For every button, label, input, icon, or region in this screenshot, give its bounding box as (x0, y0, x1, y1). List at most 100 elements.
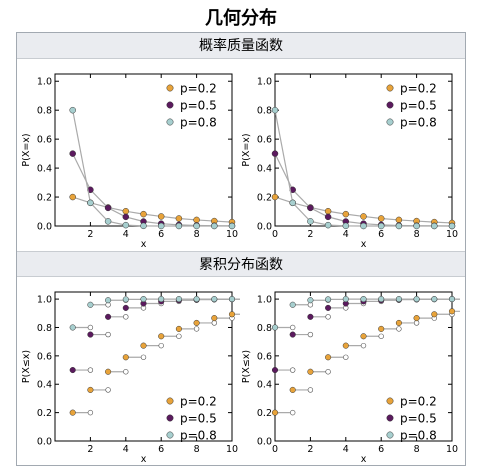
x-tick-label: 8 (414, 229, 420, 240)
y-tick-label: 0.2 (257, 408, 272, 419)
x-tick-label: 0 (272, 229, 278, 240)
data-point (271, 150, 279, 157)
open-endpoint (87, 367, 94, 373)
y-tick-label: 0.4 (257, 380, 272, 391)
data-point (307, 313, 314, 320)
legend-label: p=0.8 (400, 429, 437, 443)
y-tick-label: 1.0 (37, 77, 52, 88)
open-endpoint (289, 367, 296, 373)
x-tick-label: 4 (123, 229, 129, 240)
data-point (122, 207, 130, 215)
plot-area: 0.00.20.40.60.81.00 2 4 6 8 10xP(X≤x)p=0.2p=0… (242, 291, 460, 465)
series-p=0.8 (69, 106, 236, 230)
data-point (228, 311, 236, 318)
data-point (448, 308, 456, 315)
open-endpoint (176, 333, 182, 339)
data-point (413, 222, 420, 230)
y-tick-label: 0.8 (257, 323, 272, 334)
legend-label: p=0.2 (180, 395, 217, 409)
data-point (342, 222, 350, 230)
x-tick-label: 4 (343, 229, 349, 240)
data-point (307, 368, 314, 375)
data-point (395, 296, 402, 303)
y-axis-label: P(X=x) (242, 133, 252, 166)
y-tick-label: 0.6 (37, 135, 52, 146)
series-line (72, 110, 232, 227)
series-p=0.5 (69, 296, 240, 374)
series-p=0.2 (271, 308, 460, 416)
data-point (228, 222, 236, 230)
legend: p=0.2 p=0.5 p=0.8 (166, 395, 217, 443)
open-endpoint (289, 409, 296, 416)
data-point (360, 333, 367, 340)
data-point (271, 193, 279, 201)
legend-label: p=0.5 (400, 99, 437, 113)
legend-marker (166, 431, 174, 439)
legend-marker (386, 118, 394, 126)
pmf-chart-right: 0.00.20.40.60.81.00 2 4 6 8 10xP(X=x)p=0.2p=0… (242, 73, 458, 250)
data-point (289, 331, 296, 338)
legend-marker (386, 84, 394, 92)
data-point (175, 325, 182, 332)
y-tick-label: 0.4 (37, 380, 52, 391)
data-point (360, 213, 367, 220)
data-point (342, 210, 350, 218)
y-axis-label: P(X≤x) (242, 350, 252, 383)
legend: p=0.2 p=0.5 p=0.8 (386, 395, 437, 443)
legend-label: p=0.8 (400, 116, 437, 130)
data-point (325, 304, 332, 311)
data-point (378, 296, 385, 303)
y-tick-label: 0.4 (37, 164, 52, 175)
open-endpoint (360, 342, 367, 349)
legend-label: p=0.5 (180, 412, 217, 426)
data-point (431, 222, 438, 230)
x-tick-label: 8 (414, 444, 420, 455)
data-point (157, 222, 165, 230)
legend-marker (166, 414, 174, 422)
x-axis-label: x (361, 239, 367, 250)
data-point (325, 354, 332, 361)
y-tick-label: 0.8 (257, 106, 272, 117)
data-point (377, 222, 385, 230)
data-point (307, 297, 314, 304)
series-line (72, 196, 233, 223)
data-point (271, 409, 279, 416)
data-point (395, 319, 402, 326)
x-tick-label: 8 (194, 444, 200, 455)
y-tick-label: 0.4 (257, 164, 272, 175)
data-point (289, 199, 296, 207)
cdf-section-heading: 累积分布函数 (17, 251, 465, 277)
series-p=0.5 (69, 150, 236, 230)
x-tick-label: 2 (307, 444, 313, 455)
legend-label: p=0.5 (400, 412, 437, 426)
data-point (69, 193, 76, 201)
data-point (87, 199, 94, 207)
data-point (413, 315, 420, 322)
axes-frame (274, 73, 453, 227)
open-endpoint (325, 314, 331, 320)
data-point (342, 296, 349, 303)
open-endpoint (140, 354, 147, 360)
open-endpoint (123, 314, 129, 320)
x-tick-label: 10 (446, 444, 458, 455)
plot-area: 0.00.20.40.60.81.00 2 4 6 8 10xP(X=x)p=0.2p=0… (242, 73, 458, 250)
data-point (158, 333, 165, 340)
x-tick-label: 4 (343, 444, 349, 455)
y-tick-label: 0.0 (257, 437, 272, 448)
data-point (431, 296, 438, 303)
open-endpoint (105, 331, 111, 338)
open-endpoint (123, 369, 129, 375)
y-tick-label: 1.0 (37, 295, 52, 306)
x-axis-label: x (361, 454, 367, 465)
axes-frame (274, 291, 453, 442)
x-tick-label: 6 (378, 229, 384, 240)
data-point (289, 386, 296, 393)
data-point (122, 213, 130, 221)
page-title: 几何分布 (205, 8, 277, 29)
axes-frame (54, 291, 233, 442)
data-point (105, 368, 112, 375)
legend: p=0.2 p=0.5 p=0.8 (166, 82, 217, 130)
cdf-chart-right: 0.00.20.40.60.81.00 2 4 6 8 10xP(X≤x)p=0.2p=0… (242, 291, 460, 465)
legend-marker (166, 118, 174, 126)
series-p=0.2 (69, 311, 240, 416)
